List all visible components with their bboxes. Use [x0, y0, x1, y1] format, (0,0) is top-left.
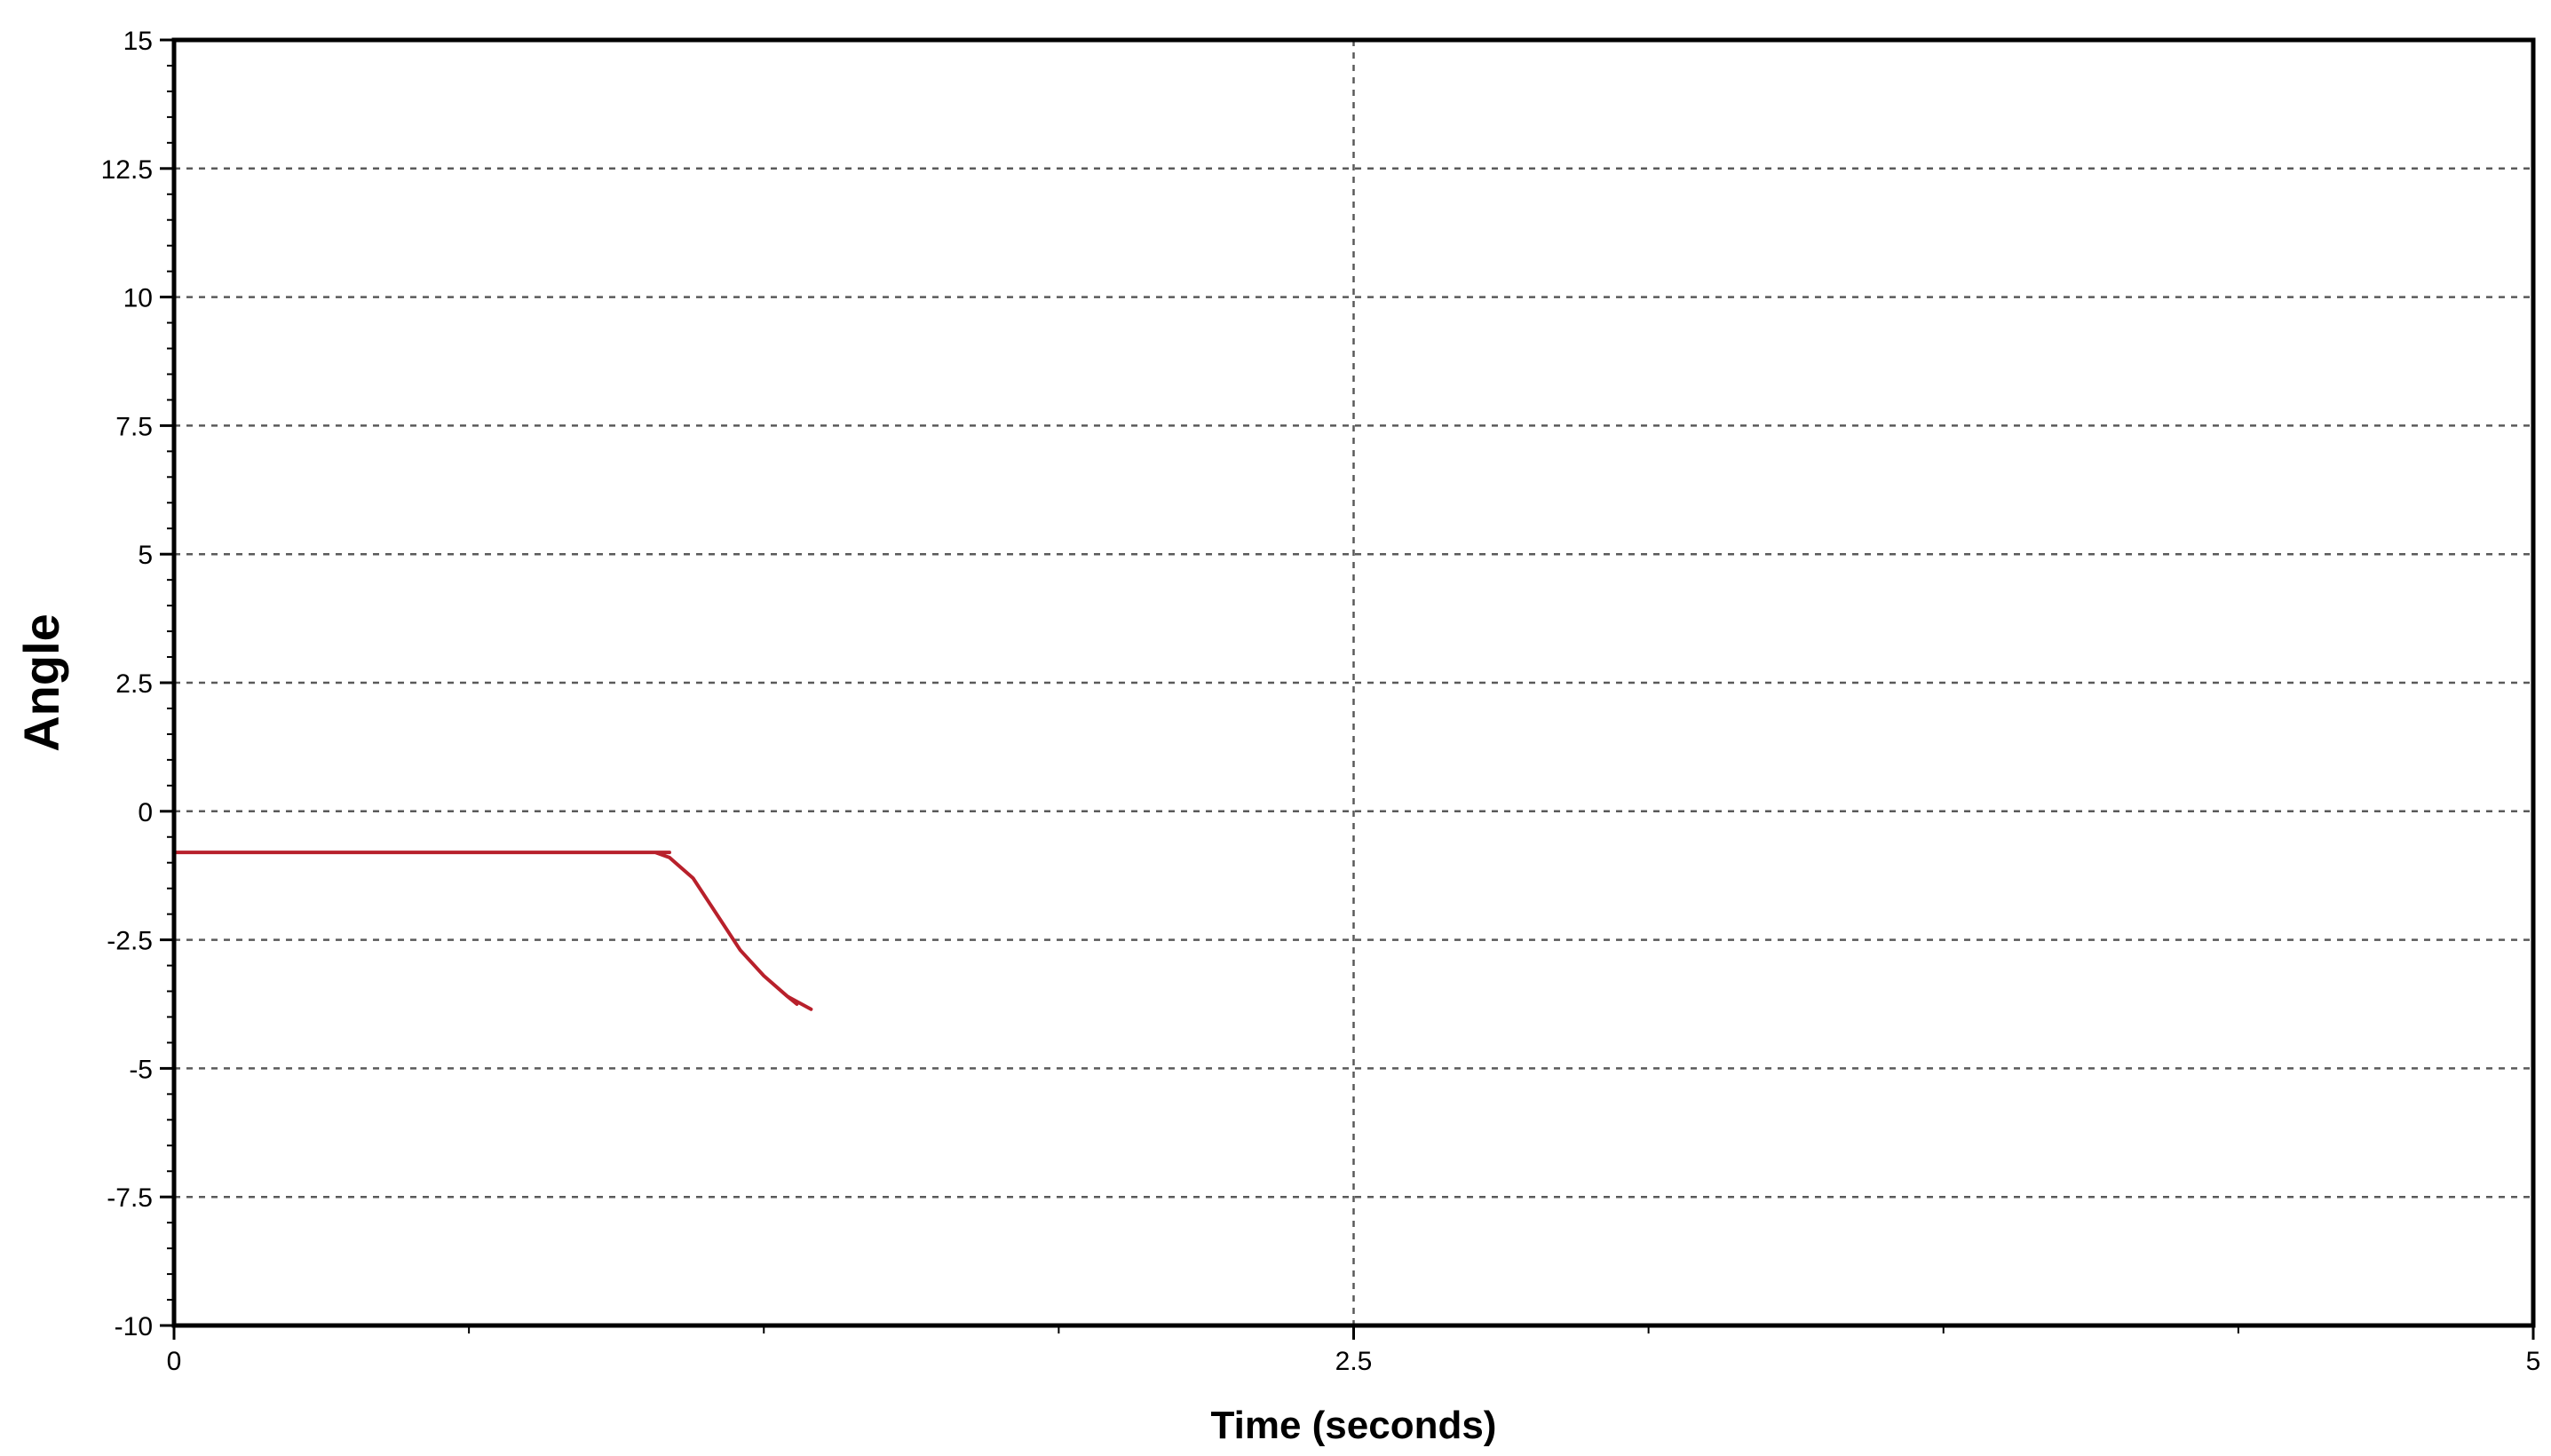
grid-lines [174, 40, 2533, 1325]
x-axis-title: Time (seconds) [1211, 1404, 1497, 1447]
y-tick-label: -7.5 [107, 1183, 153, 1213]
y-tick-label: -10 [115, 1312, 153, 1341]
y-tick-label: 10 [123, 284, 153, 313]
y-axis-title: Angle [13, 613, 69, 752]
y-tick-label: 0 [138, 798, 153, 827]
x-tick-label: 2.5 [1335, 1347, 1373, 1376]
x-tick-label: 5 [2526, 1347, 2541, 1376]
y-tick-label: -2.5 [107, 927, 153, 956]
y-tick-label: 7.5 [115, 412, 153, 441]
axis-ticks: -10 -7.5 -5 -2.5 0 2.5 5 7.5 10 12.5 15 0 2.5 5 [101, 27, 2541, 1376]
y-tick-label: 5 [138, 541, 153, 570]
y-tick-label: 12.5 [101, 155, 153, 185]
y-tick-label: 15 [123, 27, 153, 56]
y-tick-label: -5 [129, 1055, 153, 1084]
series-lines [172, 851, 813, 1011]
y-tick-label: 2.5 [115, 669, 153, 699]
x-tick-label: 0 [167, 1347, 182, 1376]
series-line-1 [172, 851, 813, 1011]
